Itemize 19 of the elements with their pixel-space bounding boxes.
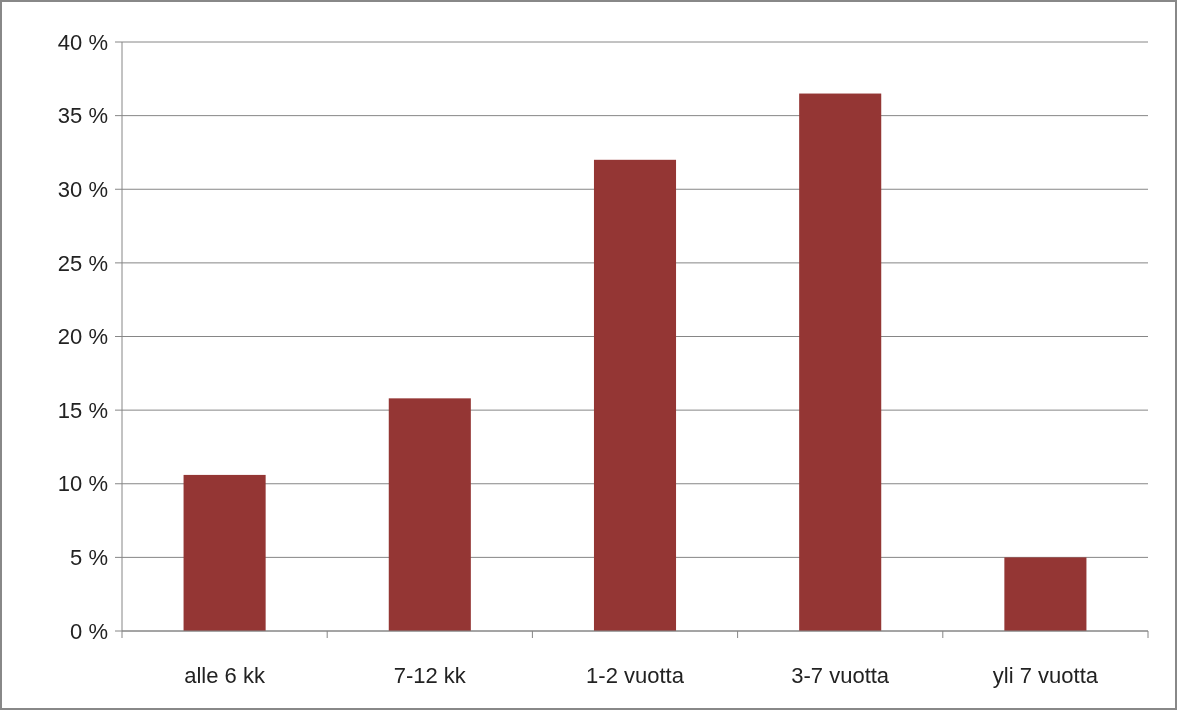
- x-tick-label: yli 7 vuotta: [992, 663, 1099, 688]
- y-tick-label: 30 %: [57, 176, 108, 202]
- x-tick-label: 1-2 vuotta: [586, 663, 685, 688]
- y-tick-label: 35 %: [57, 103, 108, 129]
- x-tick-label: 3-7 vuotta: [791, 663, 890, 688]
- x-tick-label: 7-12 kk: [393, 663, 467, 688]
- y-tick-label: 15 %: [57, 397, 108, 423]
- bar: [1004, 557, 1087, 631]
- bar: [799, 93, 882, 631]
- y-tick-label: 10 %: [57, 471, 108, 497]
- y-tick-label: 0 %: [70, 618, 108, 644]
- bar: [388, 398, 471, 631]
- y-tick-label: 20 %: [57, 324, 108, 350]
- y-tick-label: 5 %: [70, 545, 108, 571]
- y-tick-label: 25 %: [57, 250, 108, 276]
- bar: [183, 474, 266, 631]
- y-tick-label: 40 %: [57, 29, 108, 55]
- bar: [593, 159, 677, 631]
- x-tick-label: alle 6 kk: [184, 663, 266, 688]
